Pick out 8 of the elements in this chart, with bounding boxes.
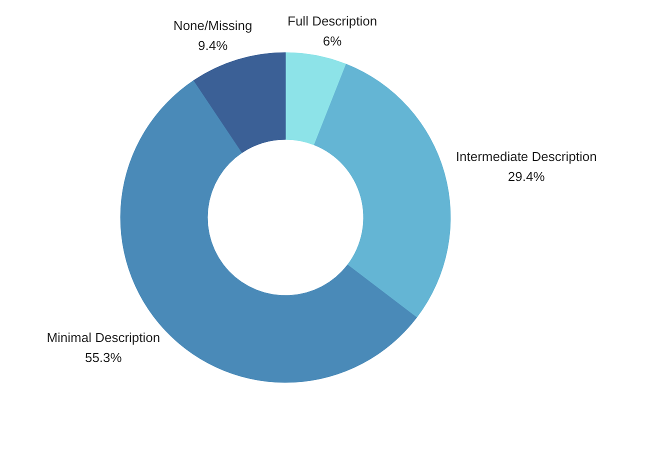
data-label: 29.4%	[508, 169, 546, 184]
slice-label: Minimal Description	[46, 330, 160, 346]
slice-label: Full Description	[288, 13, 378, 28]
data-label: 6%	[322, 33, 342, 48]
slice-label: None/Missing	[173, 18, 252, 34]
slice-label: Intermediate Description	[456, 149, 597, 164]
data-label: 9.4%	[198, 38, 228, 54]
data-label: 55.3%	[84, 350, 122, 366]
